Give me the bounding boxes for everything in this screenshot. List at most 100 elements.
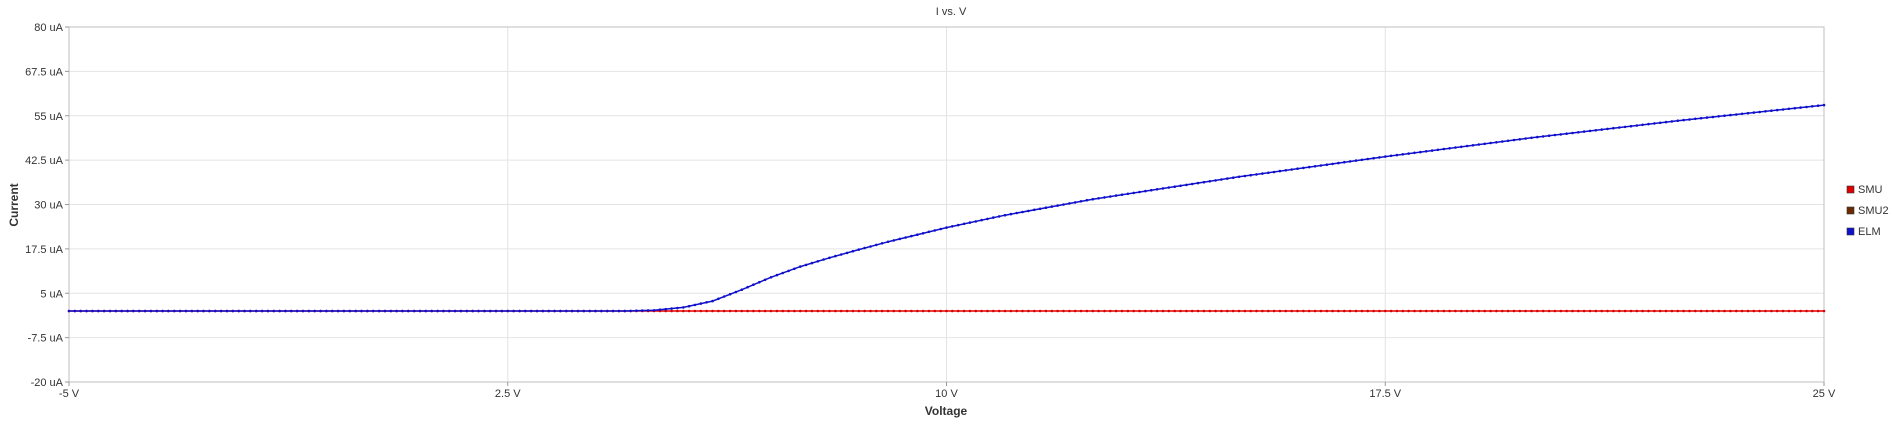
data-point-elm bbox=[202, 309, 205, 313]
data-point-elm bbox=[1313, 165, 1317, 168]
data-point-smu bbox=[705, 309, 708, 313]
data-point-elm bbox=[325, 309, 328, 313]
x-tick-label: 17.5 V bbox=[1369, 388, 1401, 400]
data-point-elm bbox=[839, 253, 843, 256]
data-point-smu bbox=[804, 309, 808, 313]
data-point-elm bbox=[266, 309, 270, 313]
data-point-elm bbox=[1278, 169, 1282, 173]
data-point-elm bbox=[114, 309, 118, 313]
data-point-smu bbox=[1647, 309, 1650, 313]
data-point-elm bbox=[348, 309, 352, 313]
legend-item-smu2[interactable]: SMU2 bbox=[1846, 205, 1889, 217]
data-point-smu bbox=[834, 309, 837, 313]
data-point-smu bbox=[1097, 309, 1100, 313]
data-point-smu bbox=[1331, 309, 1334, 313]
data-point-elm bbox=[1003, 213, 1007, 217]
data-point-elm bbox=[1518, 138, 1522, 141]
data-point-elm bbox=[424, 309, 428, 313]
data-point-elm bbox=[1419, 150, 1422, 154]
data-point-elm bbox=[945, 226, 948, 229]
data-point-smu bbox=[1343, 309, 1346, 313]
data-point-smu bbox=[1120, 309, 1124, 313]
legend-label: SMU bbox=[1858, 184, 1883, 196]
data-point-elm bbox=[161, 309, 164, 313]
data-point-elm bbox=[1536, 135, 1539, 139]
legend-item-smu[interactable]: SMU bbox=[1846, 184, 1883, 196]
data-point-elm bbox=[576, 309, 580, 313]
data-point-elm bbox=[1202, 180, 1206, 184]
data-point-elm bbox=[962, 222, 966, 226]
data-point-elm bbox=[1103, 196, 1106, 199]
data-point-smu bbox=[1389, 309, 1393, 313]
data-point-smu bbox=[1056, 309, 1059, 313]
data-point-elm bbox=[91, 309, 94, 313]
data-point-elm bbox=[869, 245, 872, 248]
data-point-smu bbox=[1635, 309, 1639, 313]
data-point-elm bbox=[1009, 212, 1013, 216]
data-point-smu bbox=[740, 309, 744, 313]
data-point-elm bbox=[1179, 184, 1182, 188]
data-point-smu bbox=[1770, 309, 1773, 313]
data-point-elm bbox=[664, 307, 667, 311]
data-point-elm bbox=[1378, 156, 1381, 159]
data-point-elm bbox=[1109, 195, 1112, 198]
data-point-smu bbox=[1799, 309, 1802, 313]
data-point-elm bbox=[477, 309, 480, 313]
data-point-elm bbox=[1307, 165, 1311, 169]
data-point-elm bbox=[1325, 163, 1329, 166]
data-point-smu bbox=[1600, 309, 1603, 313]
data-point-smu bbox=[1541, 309, 1545, 313]
data-point-elm bbox=[529, 309, 533, 313]
data-point-elm bbox=[886, 240, 890, 244]
legend-item-elm[interactable]: ELM bbox=[1846, 226, 1881, 238]
legend-swatch bbox=[1846, 206, 1855, 215]
data-point-elm bbox=[740, 288, 744, 292]
data-point-smu bbox=[1594, 309, 1598, 313]
data-point-elm bbox=[190, 309, 194, 313]
data-point-smu bbox=[1506, 309, 1510, 313]
data-point-smu bbox=[1793, 309, 1797, 313]
data-point-elm bbox=[407, 309, 410, 313]
data-point-smu bbox=[1150, 309, 1153, 313]
data-point-smu bbox=[1606, 309, 1609, 313]
data-point-elm bbox=[1226, 177, 1229, 180]
data-point-elm bbox=[1729, 113, 1732, 117]
data-point-smu bbox=[1577, 309, 1580, 313]
data-point-elm bbox=[810, 261, 814, 265]
data-point-smu bbox=[992, 309, 995, 313]
data-point-elm bbox=[1717, 115, 1720, 118]
data-point-smu bbox=[1436, 309, 1440, 313]
data-point-elm bbox=[1799, 106, 1802, 109]
data-point-elm bbox=[1694, 117, 1697, 121]
data-point-smu bbox=[875, 309, 878, 313]
data-point-smu bbox=[1009, 309, 1013, 313]
data-point-elm bbox=[968, 221, 972, 224]
data-point-smu bbox=[1471, 309, 1475, 313]
data-point-elm bbox=[1319, 164, 1323, 167]
legend[interactable]: SMU SMU2 ELM bbox=[1846, 184, 1889, 238]
data-point-elm bbox=[149, 309, 153, 313]
data-point-smu bbox=[1185, 309, 1188, 313]
data-point-smu bbox=[1313, 309, 1317, 313]
data-point-elm bbox=[1249, 173, 1252, 177]
data-point-smu bbox=[898, 309, 901, 313]
data-point-smu bbox=[1354, 309, 1358, 313]
data-point-elm bbox=[951, 225, 954, 228]
data-point-smu bbox=[1618, 309, 1621, 313]
data-point-smu bbox=[1167, 309, 1171, 313]
data-point-elm bbox=[1401, 153, 1405, 156]
data-point-smu bbox=[769, 309, 773, 313]
data-point-smu bbox=[916, 309, 919, 313]
data-point-smu bbox=[1413, 309, 1416, 313]
data-point-smu bbox=[1208, 309, 1212, 313]
data-point-elm bbox=[249, 309, 252, 313]
legend-label: SMU2 bbox=[1858, 205, 1889, 217]
data-point-smu bbox=[828, 309, 831, 313]
data-point-smu bbox=[1091, 309, 1095, 313]
data-point-elm bbox=[1050, 205, 1054, 208]
data-point-smu bbox=[1688, 309, 1691, 313]
data-point-elm bbox=[623, 309, 627, 313]
data-point-smu bbox=[1284, 309, 1288, 313]
data-point-elm bbox=[904, 236, 907, 239]
data-point-smu bbox=[1079, 309, 1083, 313]
